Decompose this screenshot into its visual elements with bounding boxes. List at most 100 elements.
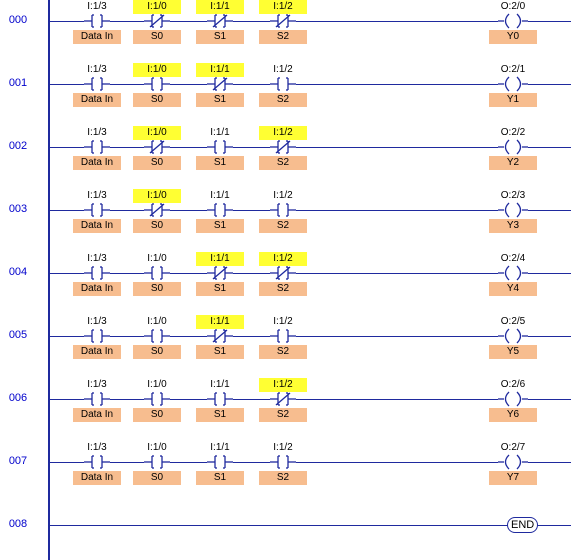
contact-symbol: Data In	[73, 219, 121, 233]
contact-address: I:1/3	[87, 1, 107, 12]
contact-nc-icon[interactable]	[207, 329, 233, 348]
rung-number: 001	[8, 77, 28, 89]
output-coil-icon[interactable]	[498, 76, 528, 97]
contact-no-icon[interactable]	[270, 455, 296, 474]
contact-no-icon[interactable]	[144, 77, 170, 96]
contact-address: I:1/2	[259, 126, 307, 140]
contact-no-icon[interactable]	[84, 392, 110, 411]
contact-no-icon[interactable]	[144, 266, 170, 285]
contact-address: I:1/0	[133, 0, 181, 14]
contact-symbol: S1	[196, 30, 244, 44]
contact-nc-icon[interactable]	[144, 14, 170, 33]
contact-symbol: S0	[133, 93, 181, 107]
contact-symbol: S2	[259, 282, 307, 296]
contact-symbol: Data In	[73, 408, 121, 422]
contact-nc-icon[interactable]	[270, 14, 296, 33]
contact-symbol: S0	[133, 156, 181, 170]
coil-address: O:2/5	[500, 316, 526, 327]
coil-address: O:2/2	[500, 127, 526, 138]
contact-nc-icon[interactable]	[207, 77, 233, 96]
contact-address: I:1/2	[259, 0, 307, 14]
contact-address: I:1/3	[87, 190, 107, 201]
contact-symbol: Data In	[73, 30, 121, 44]
contact-no-icon[interactable]	[84, 77, 110, 96]
contact-no-icon[interactable]	[84, 140, 110, 159]
contact-no-icon[interactable]	[84, 266, 110, 285]
contact-no-icon[interactable]	[207, 203, 233, 222]
contact-no-icon[interactable]	[84, 455, 110, 474]
rung-number: 006	[8, 392, 28, 404]
output-coil-icon[interactable]	[498, 391, 528, 412]
contact-no-icon[interactable]	[144, 392, 170, 411]
coil-symbol: Y6	[489, 408, 537, 422]
left-power-rail	[48, 0, 50, 560]
contact-address: I:1/1	[196, 315, 244, 329]
contact-symbol: Data In	[73, 471, 121, 485]
contact-nc-icon[interactable]	[270, 392, 296, 411]
coil-address: O:2/0	[500, 1, 526, 12]
coil-symbol: Y7	[489, 471, 537, 485]
contact-address: I:1/3	[87, 379, 107, 390]
contact-address: I:1/2	[259, 378, 307, 392]
coil-address: O:2/3	[500, 190, 526, 201]
coil-symbol: Y1	[489, 93, 537, 107]
contact-no-icon[interactable]	[270, 203, 296, 222]
contact-symbol: S2	[259, 30, 307, 44]
contact-no-icon[interactable]	[84, 14, 110, 33]
rung-number: 007	[8, 455, 28, 467]
contact-no-icon[interactable]	[207, 140, 233, 159]
contact-address: I:1/3	[87, 253, 107, 264]
rung-number: 005	[8, 329, 28, 341]
contact-no-icon[interactable]	[207, 455, 233, 474]
contact-nc-icon[interactable]	[270, 266, 296, 285]
contact-symbol: S2	[259, 219, 307, 233]
contact-no-icon[interactable]	[207, 392, 233, 411]
output-coil-icon[interactable]	[498, 13, 528, 34]
rung-wire	[50, 84, 571, 85]
contact-symbol: S0	[133, 408, 181, 422]
contact-address: I:1/0	[133, 126, 181, 140]
contact-symbol: S1	[196, 471, 244, 485]
rung-number: 003	[8, 203, 28, 215]
rung-wire	[50, 210, 571, 211]
output-coil-icon[interactable]	[498, 139, 528, 160]
contact-address: I:1/3	[87, 316, 107, 327]
contact-address: I:1/0	[147, 316, 167, 327]
contact-no-icon[interactable]	[84, 329, 110, 348]
contact-no-icon[interactable]	[84, 203, 110, 222]
contact-symbol: S1	[196, 282, 244, 296]
contact-nc-icon[interactable]	[207, 14, 233, 33]
contact-symbol: S2	[259, 471, 307, 485]
coil-symbol: Y4	[489, 282, 537, 296]
contact-no-icon[interactable]	[144, 329, 170, 348]
contact-address: I:1/2	[273, 64, 293, 75]
coil-address: O:2/6	[500, 379, 526, 390]
contact-no-icon[interactable]	[270, 329, 296, 348]
contact-address: I:1/1	[196, 63, 244, 77]
coil-symbol: Y5	[489, 345, 537, 359]
contact-no-icon[interactable]	[144, 455, 170, 474]
contact-symbol: S0	[133, 471, 181, 485]
contact-symbol: S1	[196, 345, 244, 359]
rung-wire	[50, 147, 571, 148]
contact-address: I:1/3	[87, 64, 107, 75]
rung-wire	[50, 273, 571, 274]
end-rung-wire	[50, 525, 571, 526]
contact-nc-icon[interactable]	[144, 140, 170, 159]
output-coil-icon[interactable]	[498, 328, 528, 349]
contact-nc-icon[interactable]	[207, 266, 233, 285]
rung-number: 000	[8, 14, 28, 26]
contact-nc-icon[interactable]	[270, 140, 296, 159]
contact-address: I:1/0	[133, 189, 181, 203]
contact-nc-icon[interactable]	[144, 203, 170, 222]
output-coil-icon[interactable]	[498, 202, 528, 223]
output-coil-icon[interactable]	[498, 265, 528, 286]
output-coil-icon[interactable]	[498, 454, 528, 475]
contact-symbol: S0	[133, 219, 181, 233]
rung-wire	[50, 21, 571, 22]
contact-no-icon[interactable]	[270, 77, 296, 96]
rung-number: 002	[8, 140, 28, 152]
contact-symbol: S2	[259, 345, 307, 359]
contact-address: I:1/1	[196, 0, 244, 14]
